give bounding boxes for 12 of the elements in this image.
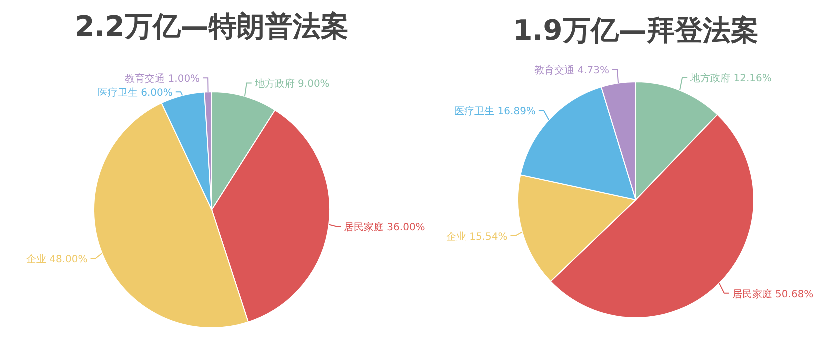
slice-label: 居民家庭 36.00% bbox=[344, 222, 426, 234]
slice-label: 教育交通 4.73% bbox=[534, 64, 610, 76]
slice-label: 教育交通 1.00% bbox=[125, 73, 200, 86]
slice-label: 企业 48.00% bbox=[26, 254, 88, 266]
chart-title: 1.9万亿—拜登法案 bbox=[513, 14, 759, 47]
slice-label: 地方政府 12.16% bbox=[690, 72, 772, 85]
slice-label: 企业 15.54% bbox=[446, 230, 508, 243]
slice-label: 地方政府 9.00% bbox=[254, 78, 330, 90]
slice-label: 医疗卫生 16.89% bbox=[454, 106, 536, 118]
slice-label: 居民家庭 50.68% bbox=[732, 288, 814, 300]
chart-title: 2.2万亿—特朗普法案 bbox=[75, 10, 349, 43]
slice-label: 医疗卫生 6.00% bbox=[98, 87, 173, 100]
